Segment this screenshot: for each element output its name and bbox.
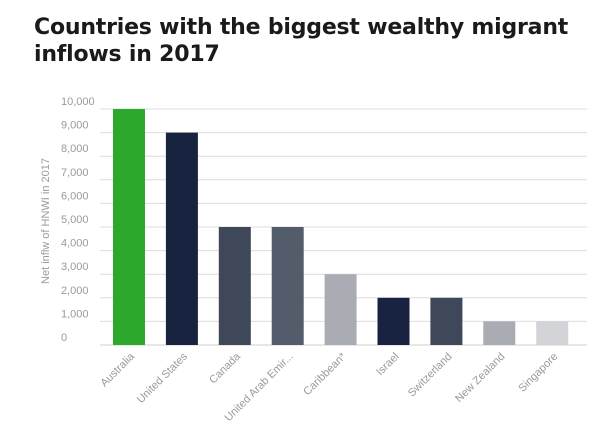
chart-title-line-1: Countries with the biggest wealthy migra… — [34, 15, 569, 40]
bar — [430, 297, 463, 345]
chart-title: Countries with the biggest wealthy migra… — [34, 14, 594, 68]
bar — [218, 227, 251, 345]
y-tick-label: 4,000 — [61, 238, 89, 250]
x-tick-label: Caribbean* — [301, 350, 349, 398]
bar — [271, 227, 304, 345]
y-tick-label: 0 — [61, 332, 67, 344]
bar — [536, 321, 569, 345]
x-tick-label: Israel — [374, 351, 402, 379]
y-tick-label: 3,000 — [61, 261, 89, 273]
bar — [377, 297, 410, 345]
x-tick-label: Singapore — [516, 351, 560, 395]
x-tick-label: Australia — [98, 350, 137, 389]
bar — [483, 321, 516, 345]
chart-title-line-2: inflows in 2017 — [34, 42, 220, 67]
bar — [165, 132, 198, 345]
y-tick-label: 10,000 — [61, 96, 95, 108]
y-tick-label: 9,000 — [61, 120, 89, 132]
y-tick-label: 7,000 — [61, 167, 89, 179]
bar — [113, 109, 145, 345]
bar — [324, 274, 357, 345]
y-tick-label: 6,000 — [61, 190, 89, 202]
y-axis-ticks: 0 1,000 2,000 3,000 4,000 5,000 6,000 7,000 8,00… — [61, 96, 95, 344]
y-axis-label: Net inflw of HNWI in 2017 — [40, 158, 52, 284]
x-tick-label: Switzerland — [406, 351, 455, 400]
y-tick-label: 1,000 — [61, 308, 89, 320]
y-tick-label: 8,000 — [61, 143, 89, 155]
y-tick-label: 2,000 — [61, 285, 89, 297]
y-tick-label: 5,000 — [61, 214, 89, 226]
x-tick-label: Canada — [207, 350, 243, 386]
bars — [113, 109, 569, 345]
x-tick-label: New Zealand — [453, 351, 507, 405]
x-tick-label: United States — [135, 350, 191, 406]
